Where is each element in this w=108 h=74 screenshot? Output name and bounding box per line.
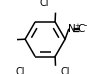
Text: -: -	[83, 21, 87, 30]
Text: C: C	[77, 24, 84, 34]
Text: Cl: Cl	[61, 67, 70, 74]
Text: Cl: Cl	[15, 67, 25, 74]
Text: N: N	[68, 24, 75, 34]
Text: +: +	[74, 22, 80, 29]
Text: Cl: Cl	[39, 0, 49, 8]
